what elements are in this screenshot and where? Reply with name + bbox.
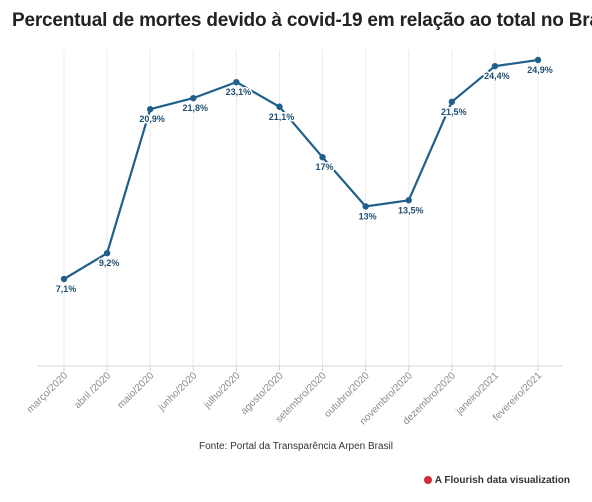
data-point-5 bbox=[276, 103, 283, 110]
data-label-halo-2: 20,9% bbox=[139, 114, 165, 124]
data-point-2 bbox=[146, 106, 154, 113]
data-label-halo-8: 13,5% bbox=[398, 205, 424, 215]
x-tick-label-5: agosto/2020 bbox=[239, 370, 286, 417]
data-point-11 bbox=[534, 56, 542, 64]
data-label-halo-7: 13% bbox=[359, 211, 377, 221]
data-label-6: 17% bbox=[316, 162, 334, 172]
data-point-3 bbox=[190, 94, 197, 102]
data-label-10: 24,4% bbox=[484, 71, 510, 81]
x-tick-label-3: junho/2020 bbox=[156, 370, 200, 414]
data-label-halo-1: 9,2% bbox=[99, 258, 120, 268]
data-point-1 bbox=[103, 249, 111, 257]
series-line-layer bbox=[62, 58, 540, 281]
gridlines bbox=[63, 50, 539, 366]
data-label-8: 13,5% bbox=[398, 205, 424, 215]
data-label-5: 21,1% bbox=[269, 112, 295, 122]
data-labels: 7,1%7,1%9,2%9,2%20,9%20,9%21,8%21,8%23,1… bbox=[54, 64, 554, 296]
data-label-7: 13% bbox=[359, 211, 377, 221]
flourish-credit[interactable]: A Flourish data visualization bbox=[423, 475, 570, 486]
source-note: Fonte: Portal da Transparência Arpen Bra… bbox=[199, 441, 393, 452]
x-tick-label-4: julho/2020 bbox=[201, 370, 242, 411]
data-label-halo-9: 21,5% bbox=[441, 107, 467, 117]
x-tick-label-10: janeiro/2021 bbox=[454, 370, 502, 418]
data-label-halo-5: 21,1% bbox=[269, 112, 295, 122]
data-label-halo-10: 24,4% bbox=[484, 71, 510, 81]
x-axis bbox=[38, 365, 562, 371]
data-label-halo-3: 21,8% bbox=[183, 103, 209, 113]
line-chart: 7,1%7,1%9,2%9,2%20,9%20,9%21,8%21,8%23,1… bbox=[25, 50, 562, 427]
data-label-1: 9,2% bbox=[99, 258, 120, 268]
data-label-2: 20,9% bbox=[139, 114, 165, 124]
data-point-8 bbox=[405, 197, 412, 204]
data-point-10 bbox=[491, 62, 499, 70]
flourish-logo-icon bbox=[423, 476, 432, 484]
chart-title: Percentual de mortes devido à covid-19 e… bbox=[12, 10, 592, 31]
data-label-halo-0: 7,1% bbox=[56, 284, 77, 294]
data-point-7 bbox=[362, 203, 369, 210]
flourish-credit-label: A Flourish data visualization bbox=[434, 475, 570, 486]
data-label-3: 21,8% bbox=[183, 103, 209, 113]
data-point-9 bbox=[448, 98, 456, 106]
data-point-6 bbox=[319, 153, 326, 161]
data-label-halo-6: 17% bbox=[316, 162, 334, 172]
data-point-0 bbox=[60, 275, 68, 283]
data-label-11: 24,9% bbox=[527, 65, 553, 75]
x-tick-label-1: abril /2020 bbox=[72, 370, 113, 411]
data-point-4 bbox=[233, 78, 240, 86]
data-label-halo-4: 23,1% bbox=[226, 87, 252, 97]
x-tick-label-0: março/2020 bbox=[25, 370, 70, 415]
x-tick-label-2: maio/2020 bbox=[116, 370, 157, 411]
data-label-halo-11: 24,9% bbox=[527, 65, 553, 75]
x-tick-labels: março/2020 abril /2020 maio/2020 junho/2020… bbox=[25, 370, 544, 427]
data-label-4: 23,1% bbox=[226, 87, 252, 97]
data-label-0: 7,1% bbox=[56, 284, 77, 294]
data-label-9: 21,5% bbox=[441, 107, 467, 117]
data-points bbox=[60, 56, 542, 283]
series-line bbox=[62, 58, 540, 281]
